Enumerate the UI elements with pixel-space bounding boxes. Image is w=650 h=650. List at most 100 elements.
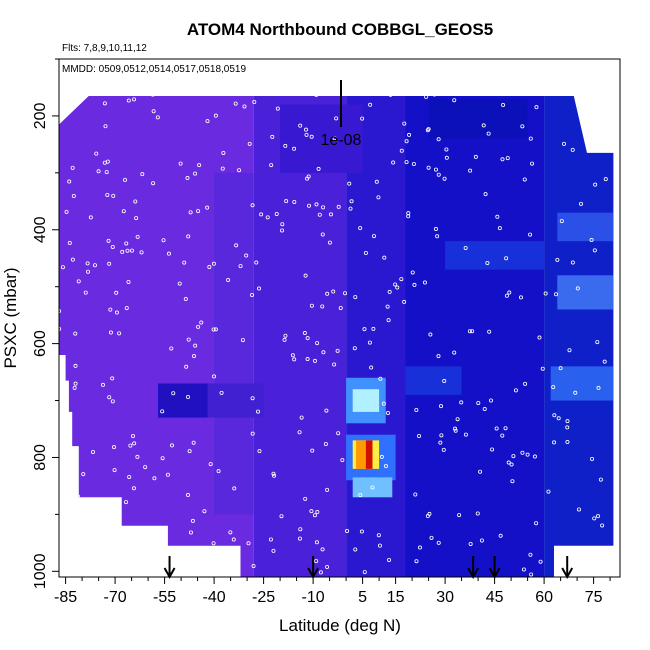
observation-point [348, 206, 353, 211]
x-axis-label: Latitude (deg N) [279, 616, 401, 635]
observation-point [570, 147, 575, 152]
heat-cell [428, 98, 528, 139]
observation-point [110, 399, 115, 404]
observation-point [404, 139, 409, 144]
observation-point [132, 441, 137, 446]
observation-point [135, 454, 140, 459]
observation-point [335, 348, 340, 353]
observation-point [162, 557, 167, 562]
observation-point [73, 363, 78, 368]
y-axis-label: PSXC (mbar) [1, 267, 20, 368]
observation-point [332, 362, 337, 367]
observation-point [135, 234, 140, 239]
observation-point [114, 290, 119, 295]
observation-point [177, 281, 182, 286]
observation-point [315, 510, 320, 515]
observation-point [530, 161, 535, 166]
observation-point [595, 340, 600, 345]
observation-point [126, 98, 131, 103]
heat-cell [405, 96, 545, 577]
observation-point [485, 260, 490, 265]
observation-point [256, 409, 261, 414]
observation-point [212, 374, 217, 379]
observation-point [64, 102, 69, 107]
observation-point [252, 99, 257, 104]
observation-point [518, 295, 523, 300]
observation-point [178, 161, 183, 166]
observation-point [271, 471, 276, 476]
x-tick-label: -10 [302, 589, 325, 606]
observation-point [309, 303, 314, 308]
observation-point [282, 337, 287, 342]
observation-point [424, 96, 429, 99]
observation-point [320, 304, 325, 309]
observation-point [134, 216, 139, 221]
observation-point [592, 248, 597, 253]
observation-point [108, 330, 113, 335]
heat-cell [207, 383, 264, 418]
observation-point [312, 513, 317, 518]
observation-point [160, 456, 165, 461]
observation-point [185, 394, 190, 399]
observation-point [107, 570, 112, 575]
observation-point [143, 465, 148, 470]
observation-point [495, 214, 500, 219]
observation-point [59, 370, 64, 375]
observation-point [303, 273, 308, 278]
observation-point [513, 388, 518, 393]
observation-point [383, 464, 388, 469]
observation-point [552, 413, 557, 418]
x-tick-label: -55 [153, 589, 176, 606]
observation-point [353, 547, 358, 552]
observation-point [250, 292, 255, 297]
x-tick-label: 15 [387, 589, 405, 606]
observation-point [166, 251, 171, 256]
chart-title: ATOM4 Northbound COBBGL_GEOS5 [187, 20, 493, 39]
observation-point [188, 530, 193, 535]
observation-point [576, 507, 581, 512]
observation-point [426, 127, 431, 132]
observation-point [501, 103, 506, 108]
observation-point [151, 109, 156, 114]
observation-point [414, 559, 419, 564]
observation-arrows [163, 556, 574, 580]
observation-point [436, 540, 441, 545]
observation-point [399, 277, 404, 282]
observation-point [323, 441, 328, 446]
observation-point [589, 238, 594, 243]
heat-cell [352, 477, 393, 498]
observation-point [438, 440, 443, 445]
observation-point [353, 295, 358, 300]
observation-point [509, 462, 514, 467]
observation-point [315, 341, 320, 346]
observation-point [152, 568, 157, 573]
observation-point [299, 415, 304, 420]
observation-point [208, 462, 213, 467]
observation-point [410, 270, 415, 275]
observation-point [132, 97, 137, 102]
observation-point [554, 292, 559, 297]
observation-point [72, 385, 77, 390]
observation-point [417, 545, 422, 550]
observation-point [238, 264, 243, 269]
observation-point [60, 265, 65, 270]
observation-point [554, 549, 559, 554]
x-tick-label: -40 [203, 589, 226, 606]
observation-point [221, 150, 226, 155]
observation-point [211, 327, 216, 332]
observation-point [105, 193, 110, 198]
observation-point [228, 530, 233, 535]
observation-point [133, 199, 138, 204]
observation-point [305, 357, 310, 362]
observation-point [309, 509, 314, 514]
heat-cell [214, 172, 254, 515]
observation-point [540, 366, 545, 371]
observation-point [385, 410, 390, 415]
observation-point [101, 539, 106, 544]
observation-point [479, 538, 484, 543]
observation-point [556, 416, 561, 421]
x-axis: -85 -70 -55 -40 -25 -10 5 15 30 45 60 75 [54, 577, 611, 606]
observation-point [73, 331, 78, 336]
observation-point [151, 181, 156, 186]
